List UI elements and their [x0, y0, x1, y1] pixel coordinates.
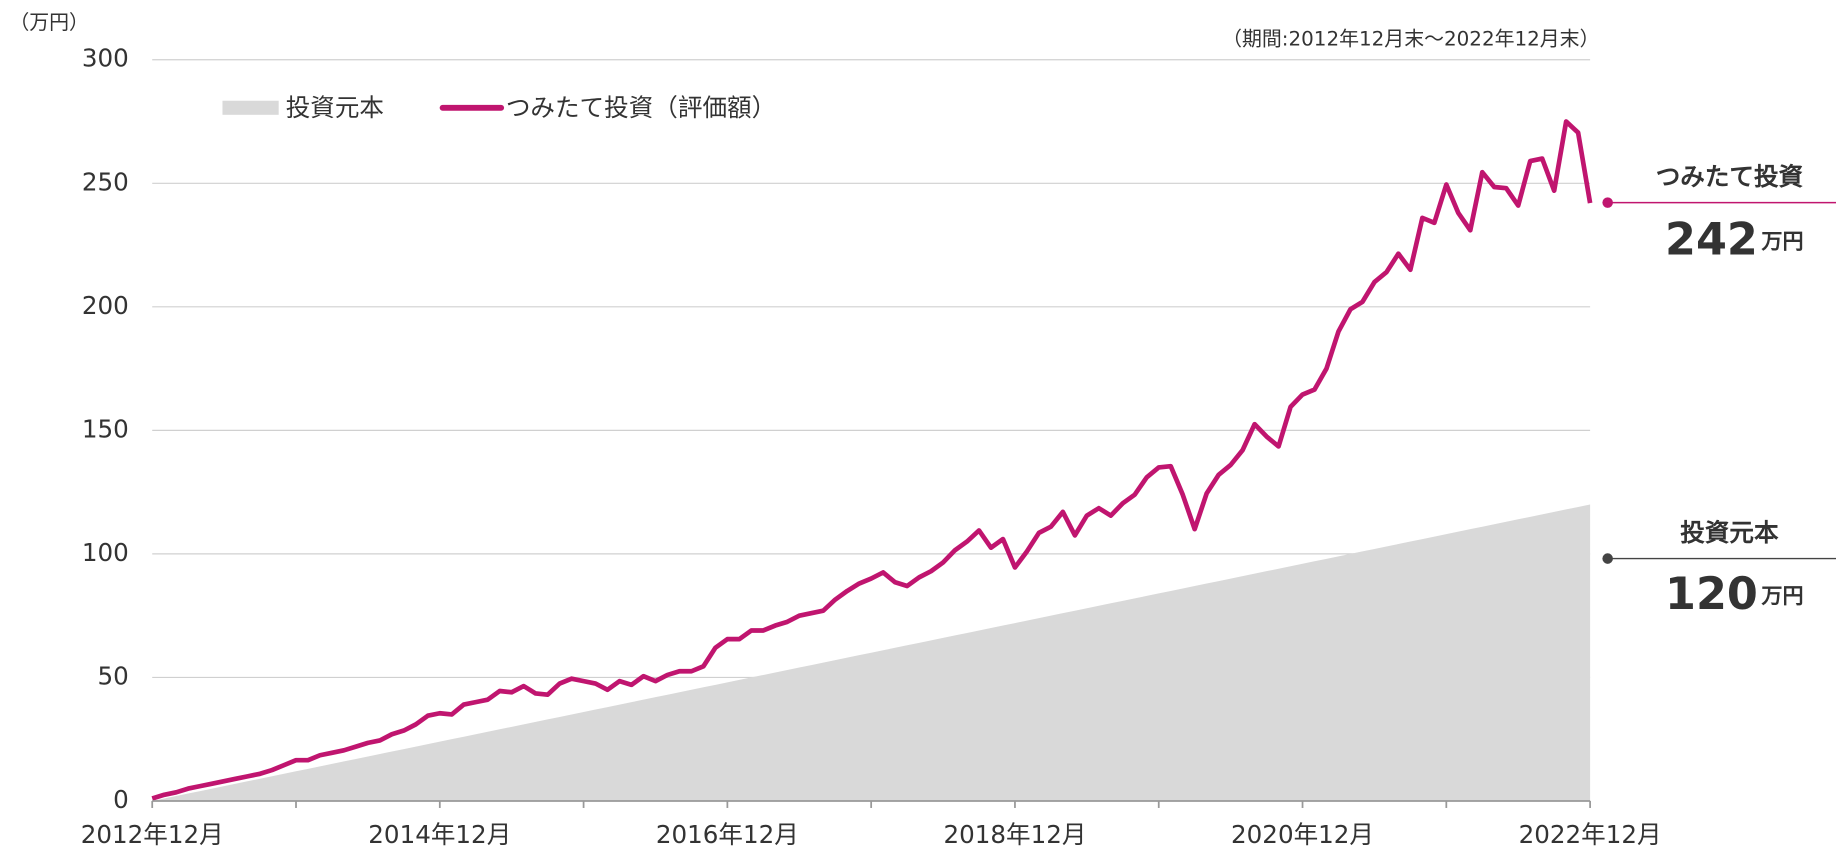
- y-tick-label: 200: [82, 291, 129, 320]
- y-tick-label: 0: [113, 785, 129, 814]
- legend-swatch: [222, 100, 279, 115]
- x-tick-label: 2012年12月: [81, 820, 224, 849]
- end-label-value: 242 万円: [1665, 214, 1804, 265]
- x-tick-label: 2018年12月: [943, 820, 1086, 849]
- y-tick-label: 100: [82, 538, 129, 567]
- y-axis-label: （万円）: [9, 11, 89, 34]
- end-value: 242: [1665, 214, 1758, 265]
- line: [151, 119, 1593, 801]
- y-tick-label: 150: [82, 414, 129, 443]
- end-unit: 万円: [1760, 228, 1803, 253]
- end-label-name: 投資元本: [1680, 518, 1779, 547]
- y-tick-label: 250: [82, 167, 129, 196]
- end-dot: [1602, 553, 1613, 564]
- legend-label: つみたて投資（評価額）: [506, 93, 776, 122]
- subtitle: （期間:2012年12月末～2022年12月末）: [1222, 27, 1599, 50]
- x-tick-label: 2020年12月: [1231, 820, 1374, 849]
- end-label-name: つみたて投資: [1656, 162, 1804, 191]
- legend-label: 投資元本: [286, 93, 384, 122]
- x-tick-label: 2014年12月: [368, 820, 511, 849]
- end-label-value: 120 万円: [1665, 569, 1804, 620]
- end-unit: 万円: [1760, 583, 1803, 608]
- y-tick-label: 50: [98, 661, 129, 690]
- area: [152, 504, 1591, 801]
- y-tick-label: 300: [82, 44, 129, 73]
- x-tick-label: 2016年12月: [656, 820, 799, 849]
- end-dot: [1602, 197, 1613, 208]
- end-value: 120: [1665, 569, 1758, 620]
- x-tick-label: 2022年12月: [1519, 820, 1662, 849]
